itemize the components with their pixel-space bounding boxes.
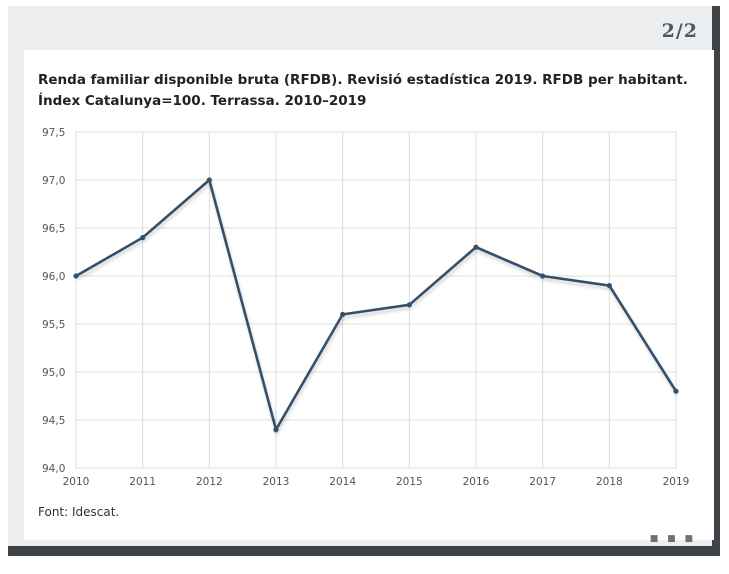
- data-point: [673, 388, 679, 394]
- source-note: Font: Idescat.: [38, 505, 120, 519]
- data-point: [206, 177, 212, 183]
- x-tick-label: 2018: [596, 476, 623, 488]
- grid-lines: [75, 131, 677, 469]
- x-tick-label: 2015: [396, 476, 423, 488]
- data-point: [606, 283, 612, 289]
- y-tick-label: 97,5: [42, 127, 65, 139]
- page-counter[interactable]: 2/2: [661, 20, 698, 42]
- chart-title: Renda familiar disponible bruta (RFDB). …: [38, 72, 688, 109]
- y-tick-label: 97,0: [42, 175, 65, 187]
- line-chart: 94,094,595,095,596,096,597,097,5 2010 201…: [42, 127, 690, 488]
- x-tick-label: 2012: [196, 476, 223, 488]
- x-tick-label: 2011: [129, 476, 156, 488]
- series-line: [75, 177, 678, 433]
- x-tick-label: 2014: [329, 476, 356, 488]
- data-series: [73, 177, 679, 433]
- y-tick-label: 96,5: [42, 223, 65, 235]
- x-tick-label: 2013: [263, 476, 290, 488]
- x-tick-label: 2017: [529, 476, 556, 488]
- data-point: [273, 427, 279, 433]
- chart-card: Renda familiar disponible bruta (RFDB). …: [24, 50, 714, 540]
- x-tick-label: 2019: [663, 476, 690, 488]
- x-axis: 2010 2011 2012 2013 2014 2015 2016 2017 2018 2019: [63, 476, 690, 488]
- x-tick-label: 2010: [63, 476, 90, 488]
- corner-indicator: ■ ■ ■: [649, 534, 696, 544]
- y-tick-label: 94,0: [42, 463, 65, 475]
- screenshot-frame: 2/2 Renda familiar disponible bruta (RFD…: [8, 6, 720, 556]
- x-tick-label: 2016: [463, 476, 490, 488]
- data-point: [340, 311, 346, 317]
- data-point: [73, 273, 79, 279]
- y-tick-label: 95,5: [42, 319, 65, 331]
- data-point: [140, 235, 146, 241]
- data-point: [473, 244, 479, 250]
- data-point: [406, 302, 412, 308]
- y-axis: 94,0 94,5 95,0 95,5 96,0 96,5 97,0 97,5: [42, 127, 65, 475]
- y-tick-label: 95,0: [42, 367, 65, 379]
- y-tick-label: 94,5: [42, 415, 65, 427]
- data-point: [540, 273, 546, 279]
- y-tick-label: 96,0: [42, 271, 65, 283]
